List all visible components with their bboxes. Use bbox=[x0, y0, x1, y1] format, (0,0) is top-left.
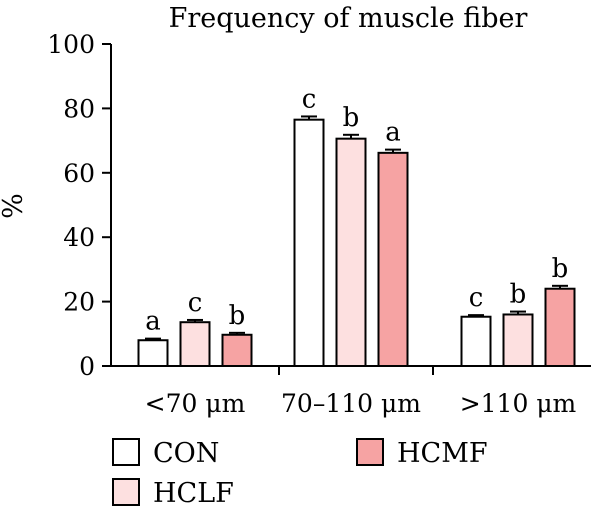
bar bbox=[377, 151, 409, 367]
bar bbox=[335, 137, 367, 367]
significance-label: a bbox=[385, 118, 401, 148]
legend-label: HCMF bbox=[397, 438, 488, 469]
x-tick-label: <70 μm bbox=[145, 389, 246, 418]
y-tick-label: 20 bbox=[63, 288, 95, 317]
significance-label: c bbox=[302, 84, 317, 114]
y-tick-label: 40 bbox=[63, 223, 95, 252]
bar bbox=[460, 315, 492, 368]
significance-label: c bbox=[469, 283, 484, 313]
bar bbox=[137, 339, 169, 367]
bar bbox=[179, 321, 211, 368]
bars: ac bcb ac bb bbox=[137, 84, 576, 368]
legend-label: HCLF bbox=[153, 478, 234, 509]
x-axis: <70 μm 70–110 μm >110 μm bbox=[111, 365, 591, 418]
y-tick-label: 100 bbox=[47, 30, 95, 59]
legend-label: CON bbox=[153, 438, 219, 469]
legend-swatch bbox=[356, 438, 384, 466]
significance-label: b bbox=[343, 103, 360, 133]
y-tick-label: 60 bbox=[63, 159, 95, 188]
y-axis: 0 20 40 60 80 100 bbox=[47, 30, 112, 381]
legend-swatch bbox=[112, 438, 140, 466]
significance-label: b bbox=[229, 301, 246, 331]
legend: CON HCLF HCMF bbox=[112, 438, 488, 509]
bar bbox=[544, 287, 576, 367]
bar bbox=[502, 313, 534, 368]
chart-title: Frequency of muscle fiber bbox=[169, 3, 528, 34]
significance-label: b bbox=[552, 254, 569, 284]
bar bbox=[221, 333, 253, 367]
bar bbox=[293, 118, 325, 367]
y-tick-label: 0 bbox=[79, 352, 95, 381]
x-tick-label: >110 μm bbox=[460, 389, 577, 418]
x-tick-label: 70–110 μm bbox=[281, 389, 421, 418]
y-tick-label: 80 bbox=[63, 94, 95, 123]
significance-label: a bbox=[145, 307, 161, 337]
significance-label: c bbox=[188, 288, 203, 318]
legend-swatch bbox=[112, 478, 140, 506]
significance-label: b bbox=[510, 280, 527, 310]
y-axis-label: % bbox=[0, 193, 29, 219]
